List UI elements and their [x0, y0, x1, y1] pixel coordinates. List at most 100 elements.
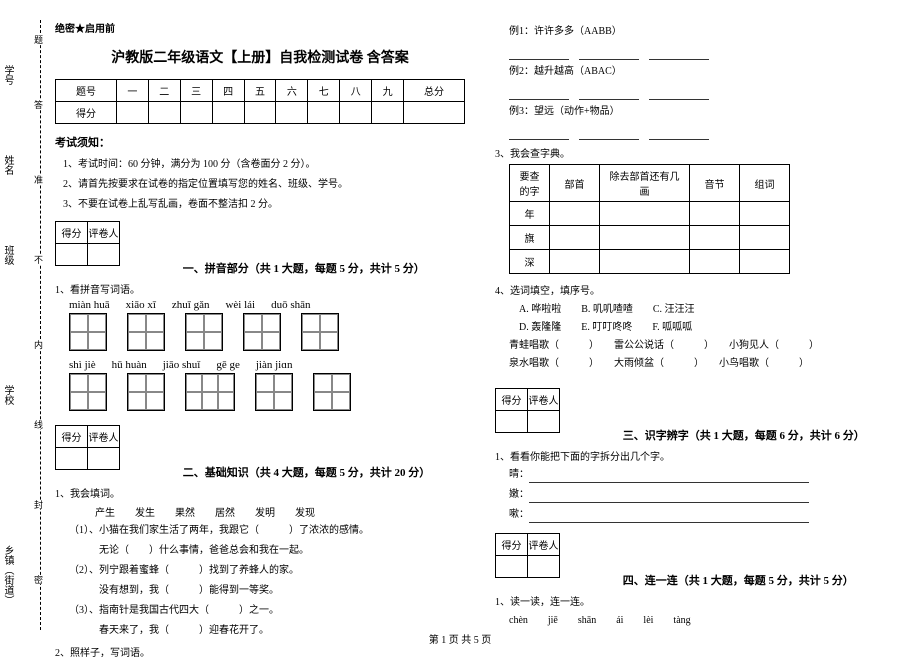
pinyin: shì jiè [69, 359, 96, 371]
grader-label: 评卷人 [528, 534, 560, 556]
fill-item: 没有想到，我（ ）能得到一等奖。 [69, 583, 465, 599]
cell: 五 [244, 80, 276, 102]
header: 除去部首还有几画 [600, 165, 690, 202]
score-label: 得分 [496, 389, 528, 411]
char-box[interactable] [185, 373, 235, 411]
cell: 七 [308, 80, 340, 102]
cell: 题号 [56, 80, 117, 102]
char-box[interactable] [185, 313, 223, 351]
fill-row: 泉水唱歌（ ） 大雨倾盆（ ） 小鸟唱歌（ ） [509, 354, 905, 369]
question-2-3: 3、我会查字典。 [495, 145, 905, 160]
right-column: 例1：许许多多（AABB） 例2：越升越高（ABAC） 例3：望远（动作+物品）… [480, 0, 920, 650]
left-column: 绝密★启用前 沪教版二年级语文【上册】自我检测试卷 含答案 题号 一 二 三 四… [50, 0, 480, 650]
pinyin: miàn huā [69, 299, 110, 311]
blank-row[interactable] [509, 124, 905, 140]
binding-margin: 学号 姓名 班级 学校 乡镇（街道） 题 答 准 不 内 线 封 密 [0, 0, 50, 650]
cell: 二 [148, 80, 180, 102]
question-2-4: 4、选词填空，填序号。 [495, 282, 905, 297]
section-header-row: 得分评卷人 四、连一连（共 1 大题，每题 5 分，共计 5 分） [495, 527, 905, 588]
cell: 四 [212, 80, 244, 102]
cell[interactable] [372, 102, 404, 124]
header: 要查的字 [510, 165, 550, 202]
char-box[interactable] [301, 313, 339, 351]
seal-text: 准 [32, 175, 45, 184]
fill-row: 青蛙唱歌（ ） 雷公公说话（ ） 小狗见人（ ） [509, 336, 905, 351]
scorer-box: 得分评卷人 [495, 533, 560, 578]
scorer-box: 得分评卷人 [55, 425, 120, 470]
cell[interactable] [116, 102, 148, 124]
char-cell: 旗 [510, 226, 550, 250]
question-4-1: 1、读一读，连一连。 [495, 593, 905, 608]
char-grid-row [69, 373, 465, 411]
section-header-row: 得分评卷人 三、识字辨字（共 1 大题，每题 6 分，共计 6 分） [495, 382, 905, 443]
header: 音节 [690, 165, 740, 202]
section-header-row: 得分评卷人 一、拼音部分（共 1 大题，每题 5 分，共计 5 分） [55, 215, 465, 276]
question-1-1: 1、看拼音写词语。 [55, 281, 465, 296]
section-4-title: 四、连一连（共 1 大题，每题 5 分，共计 5 分） [623, 572, 854, 588]
pinyin-row: miàn huā xiāo xī zhuī gǎn wèi lái duō sh… [69, 299, 465, 311]
margin-label-town: 乡镇（街道） [0, 545, 15, 605]
notice-item: 2、请首先按要求在试卷的指定位置填写您的姓名、班级、学号。 [63, 175, 465, 190]
cell[interactable] [276, 102, 308, 124]
cell: 三 [180, 80, 212, 102]
notice-header: 考试须知： [55, 134, 465, 150]
margin-label-id: 学号 [0, 65, 15, 85]
char-cell: 深 [510, 250, 550, 274]
cell[interactable] [148, 102, 180, 124]
cell: 总分 [404, 80, 465, 102]
cell[interactable] [340, 102, 372, 124]
char-box[interactable] [255, 373, 293, 411]
example: 例2：越升越高（ABAC） [509, 64, 905, 80]
score-label: 得分 [56, 222, 88, 244]
pinyin: jiāo shuǐ [163, 359, 201, 371]
margin-label-school: 学校 [0, 385, 15, 405]
choices: A. 哗啦啦 B. 叽叽喳喳 C. 汪汪汪 [519, 300, 905, 315]
pinyin-row: shì jiè hū huàn jiāo shuǐ gē ge jiàn jiɑ… [69, 359, 465, 371]
grader-label: 评卷人 [88, 426, 120, 448]
cell: 得分 [56, 102, 117, 124]
cell[interactable] [212, 102, 244, 124]
table-row: 深 [510, 250, 790, 274]
section-header-row: 得分评卷人 二、基础知识（共 4 大题，每题 5 分，共计 20 分） [55, 419, 465, 480]
cell: 九 [372, 80, 404, 102]
question-2-2: 2、照样子，写词语。 [55, 644, 465, 659]
example: 例1：许许多多（AABB） [509, 24, 905, 40]
table-row: 题号 一 二 三 四 五 六 七 八 九 总分 [56, 80, 465, 102]
example: 例3：望远（动作+物品） [509, 104, 905, 120]
cell[interactable] [180, 102, 212, 124]
cell[interactable] [308, 102, 340, 124]
pinyin: jiàn jiɑn [256, 359, 293, 371]
blank-row[interactable] [509, 44, 905, 60]
fill-item: （3）、指南针是我国古代四大（ ）之一。 [69, 603, 465, 619]
char-box[interactable] [313, 373, 351, 411]
pinyin: gē ge [216, 359, 240, 371]
notice-item: 1、考试时间：60 分钟，满分为 100 分（含卷面分 2 分）。 [63, 155, 465, 170]
char-box[interactable] [69, 373, 107, 411]
cell: 六 [276, 80, 308, 102]
char-cell: 年 [510, 202, 550, 226]
char-box[interactable] [127, 313, 165, 351]
char-box[interactable] [127, 373, 165, 411]
cell[interactable] [244, 102, 276, 124]
notice-item: 3、不要在试卷上乱写乱画，卷面不整洁扣 2 分。 [63, 195, 465, 210]
pinyin: zhuī gǎn [172, 299, 210, 311]
score-label: 得分 [56, 426, 88, 448]
seal-text: 题 [32, 35, 45, 44]
exam-title: 沪教版二年级语文【上册】自我检测试卷 含答案 [55, 47, 465, 67]
score-label: 得分 [496, 534, 528, 556]
pinyin: hū huàn [112, 359, 147, 371]
table-row: 要查的字 部首 除去部首还有几画 音节 组词 [510, 165, 790, 202]
pinyin: wèi lái [225, 299, 255, 311]
classification: 绝密★启用前 [55, 20, 465, 35]
scorer-box: 得分评卷人 [495, 388, 560, 433]
cell: 一 [116, 80, 148, 102]
char-box[interactable] [69, 313, 107, 351]
cell[interactable] [404, 102, 465, 124]
seal-text: 线 [32, 420, 45, 429]
char-box[interactable] [243, 313, 281, 351]
margin-label-name: 姓名 [0, 155, 15, 175]
blank-row[interactable] [509, 84, 905, 100]
seal-text: 内 [32, 340, 45, 349]
score-summary-table: 题号 一 二 三 四 五 六 七 八 九 总分 得分 [55, 79, 465, 124]
split-char: 晴： [509, 467, 905, 483]
